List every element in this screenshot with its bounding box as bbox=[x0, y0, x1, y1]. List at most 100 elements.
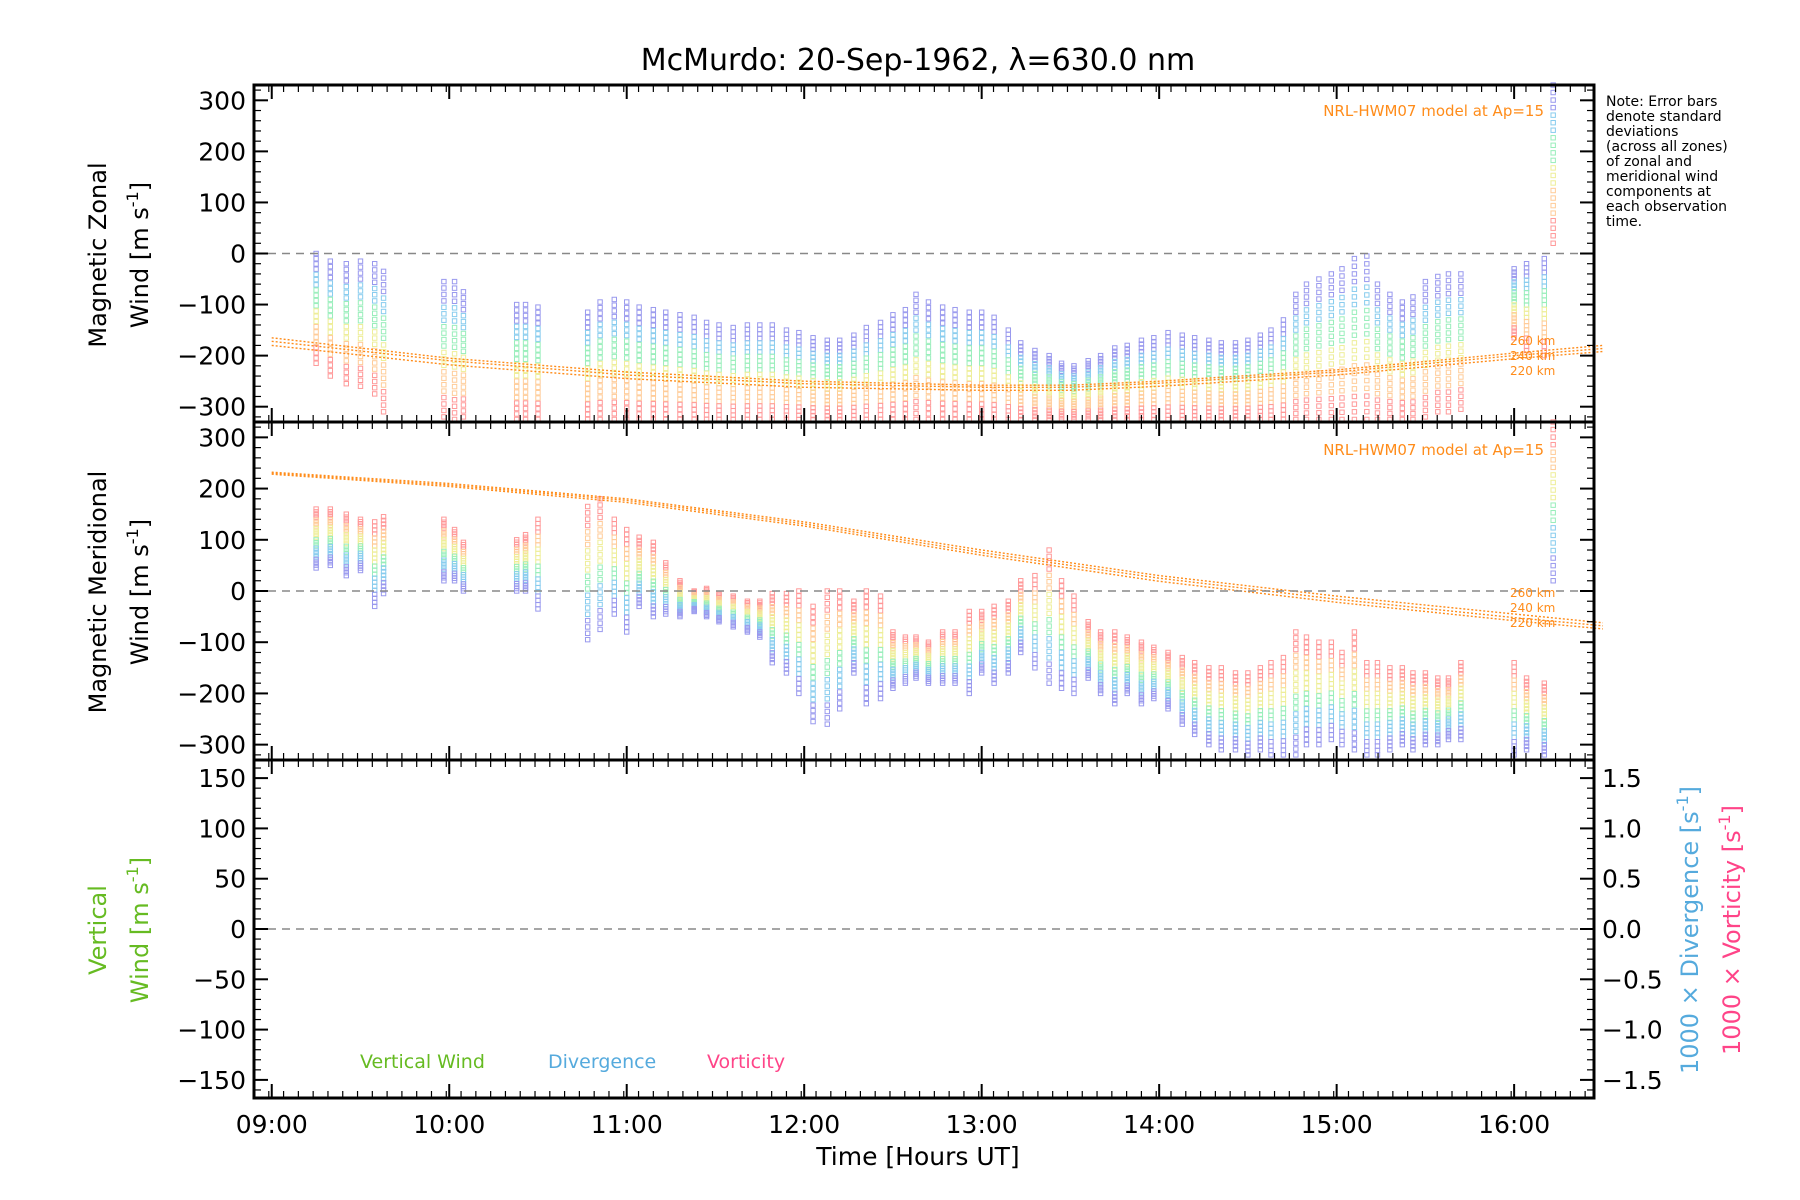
meridional-obs-point bbox=[978, 611, 985, 618]
meridional-obs-point bbox=[1046, 553, 1052, 560]
zonal-obs-point bbox=[966, 345, 972, 351]
meridional-obs-point bbox=[380, 557, 387, 564]
meridional-obs-point bbox=[535, 593, 541, 599]
zonal-obs-point bbox=[1005, 378, 1012, 384]
zonal-obs-point bbox=[744, 322, 751, 328]
meridional-obs-point bbox=[863, 684, 870, 691]
meridional-obs-point bbox=[991, 618, 997, 624]
meridional-obs-point bbox=[1032, 625, 1038, 632]
zonal-obs-point bbox=[836, 386, 843, 392]
meridional-obs-point bbox=[796, 612, 802, 619]
meridional-obs-point bbox=[1179, 670, 1185, 677]
meridional-obs-point bbox=[1058, 680, 1065, 686]
meridional-obs-point bbox=[1232, 670, 1239, 676]
meridional-obs-point bbox=[535, 567, 541, 574]
meridional-obs-point bbox=[650, 578, 657, 584]
meridional-obs-point bbox=[1458, 718, 1464, 724]
meridional-obs-point bbox=[1179, 686, 1185, 692]
meridional-obs-point bbox=[1445, 687, 1452, 693]
meridional-obs-point bbox=[730, 599, 736, 605]
meridional-obs-point bbox=[1511, 725, 1517, 732]
meridional-obs-point bbox=[1364, 673, 1370, 679]
zonal-obs-point bbox=[1511, 285, 1517, 292]
zonal-obs-point bbox=[877, 375, 884, 381]
meridional-obs-point bbox=[441, 531, 447, 537]
zonal-obs-point bbox=[1085, 397, 1091, 403]
zonal-obs-point bbox=[1097, 401, 1104, 407]
zonal-obs-point bbox=[1112, 409, 1118, 416]
meridional-obs-point bbox=[535, 584, 541, 591]
zonal-obs-point bbox=[1541, 279, 1548, 285]
zonal-obs-point bbox=[1328, 285, 1335, 291]
zonal-obs-point bbox=[460, 306, 467, 313]
vertical-ytick-label: 50 bbox=[214, 865, 246, 894]
zonal-obs-point bbox=[1032, 383, 1038, 390]
zonal-obs-point bbox=[677, 346, 683, 353]
meridional-obs-point bbox=[584, 516, 591, 522]
zonal-obs-point bbox=[380, 362, 387, 368]
meridional-obs-point bbox=[851, 598, 857, 604]
zonal-obs-point bbox=[663, 335, 669, 341]
zonal-obs-point bbox=[441, 330, 447, 336]
meridional-obs-point bbox=[836, 616, 843, 622]
zonal-obs-point bbox=[952, 322, 958, 329]
meridional-obs-point bbox=[441, 542, 447, 549]
meridional-obs-point bbox=[730, 594, 736, 601]
zonal-obs-point bbox=[836, 363, 843, 370]
meridional-obs-point bbox=[810, 664, 816, 670]
meridional-obs-point bbox=[1410, 706, 1416, 713]
zonal-obs-point bbox=[744, 353, 751, 360]
zonal-obs-point bbox=[584, 401, 591, 407]
zonal-obs-point bbox=[1245, 337, 1251, 344]
zonal-obs-point bbox=[1303, 313, 1310, 320]
meridional-obs-point bbox=[783, 643, 790, 650]
zonal-obs-point bbox=[1410, 305, 1416, 312]
meridional-obs-point bbox=[1422, 707, 1429, 714]
zonal-obs-point bbox=[357, 329, 364, 336]
meridional-obs-point bbox=[1511, 739, 1517, 745]
meridional-obs-column bbox=[1268, 659, 1274, 758]
zonal-obs-point bbox=[1339, 273, 1345, 279]
zonal-obs-point bbox=[1085, 394, 1091, 400]
meridional-obs-point bbox=[1071, 676, 1077, 683]
zonal-obs-column bbox=[1387, 291, 1393, 423]
zonal-obs-point bbox=[744, 394, 751, 400]
zonal-obs-point bbox=[716, 353, 722, 360]
meridional-obs-point bbox=[1410, 677, 1416, 683]
meridional-obs-point bbox=[1268, 659, 1274, 666]
zonal-obs-point bbox=[810, 393, 816, 399]
meridional-obs-point bbox=[810, 620, 816, 626]
zonal-obs-point bbox=[650, 317, 657, 323]
zonal-obs-point bbox=[451, 305, 458, 311]
meridional-obs-point bbox=[1541, 704, 1548, 710]
meridional-obs-point bbox=[1058, 578, 1065, 584]
zonal-obs-point bbox=[584, 335, 591, 341]
meridional-obs-point bbox=[730, 609, 736, 615]
meridional-obs-point bbox=[1435, 713, 1441, 719]
meridional-obs-point bbox=[313, 520, 319, 526]
meridional-obs-column bbox=[1071, 593, 1077, 697]
meridional-obs-point bbox=[1399, 727, 1406, 733]
zonal-obs-point bbox=[1046, 401, 1052, 407]
zonal-obs-point bbox=[1328, 292, 1335, 298]
meridional-obs-point bbox=[836, 689, 843, 695]
zonal-obs-point bbox=[1280, 359, 1287, 366]
zonal-obs-point bbox=[744, 403, 751, 409]
zonal-obs-point bbox=[1206, 379, 1212, 385]
zonal-obs-point bbox=[1374, 352, 1381, 358]
zonal-obs-column bbox=[1351, 255, 1358, 423]
zonal-obs-point bbox=[824, 394, 830, 400]
meridional-obs-point bbox=[991, 614, 997, 621]
zonal-obs-point bbox=[1422, 304, 1429, 311]
meridional-obs-point bbox=[1445, 730, 1452, 737]
zonal-obs-point bbox=[584, 360, 591, 366]
meridional-obs-point bbox=[1293, 705, 1299, 711]
zonal-obs-point bbox=[451, 397, 458, 403]
meridional-obs-point bbox=[1138, 659, 1145, 666]
zonal-obs-point bbox=[624, 388, 630, 395]
zonal-obs-point bbox=[991, 402, 997, 408]
meridional-obs-point bbox=[744, 619, 751, 625]
zonal-obs-point bbox=[769, 326, 775, 333]
zonal-obs-point bbox=[1032, 360, 1038, 367]
meridional-obs-point bbox=[796, 680, 802, 687]
